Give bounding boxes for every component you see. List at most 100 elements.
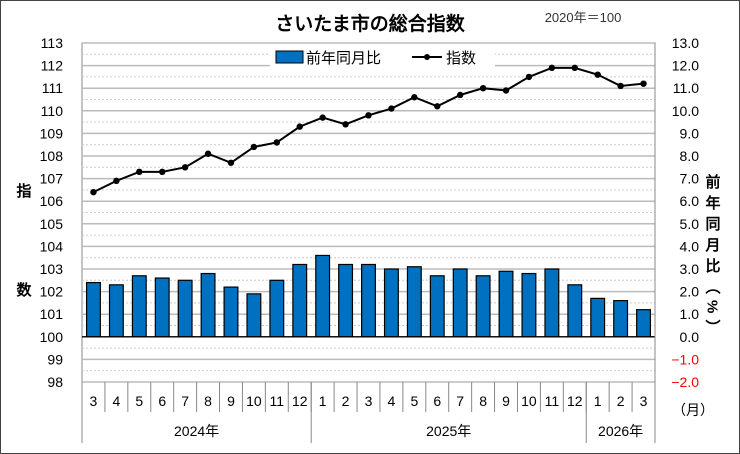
month-tick-label: 6 — [433, 393, 441, 409]
bar-yoy — [429, 275, 445, 338]
month-tick-label: 4 — [112, 393, 120, 409]
right-tick-label: 13.0 — [672, 35, 699, 51]
index-point — [159, 168, 166, 176]
index-point — [617, 82, 624, 90]
left-tick-label: 108 — [40, 148, 64, 164]
month-tick-label: 5 — [410, 393, 418, 409]
index-point — [479, 85, 487, 92]
index-point — [227, 159, 235, 166]
month-tick-label: 1 — [594, 393, 602, 409]
bar-yoy — [108, 284, 124, 338]
index-point — [204, 150, 212, 157]
month-tick-label: 5 — [135, 393, 143, 409]
month-tick-label: 6 — [158, 393, 166, 409]
bar-yoy — [452, 268, 468, 338]
month-tick-label: 11 — [270, 393, 285, 409]
index-point — [365, 112, 372, 119]
month-tick-label: 8 — [479, 393, 487, 409]
left-tick-label: 107 — [40, 171, 64, 187]
index-point — [319, 114, 326, 121]
bar-yoy — [246, 293, 262, 338]
month-tick-label: 10 — [246, 393, 262, 409]
legend-marker — [424, 54, 430, 60]
bar-yoy — [177, 279, 193, 338]
bar-yoy — [383, 268, 399, 338]
right-tick-label: 5.0 — [680, 216, 700, 232]
month-tick-label: 2 — [617, 393, 625, 409]
index-point — [250, 143, 258, 151]
index-point — [594, 71, 601, 78]
index-point — [113, 177, 120, 185]
right-tick-label: 4.0 — [680, 238, 700, 254]
left-tick-label: 106 — [40, 193, 64, 209]
index-point — [411, 94, 418, 101]
right-axis-label: 前年同月比（%） — [704, 173, 722, 340]
bar-yoy — [567, 284, 583, 338]
index-point — [388, 105, 395, 112]
chart-title: さいたま市の総合指数 — [275, 12, 465, 35]
month-tick-label: 2 — [342, 393, 350, 409]
left-tick-label: 105 — [40, 216, 64, 232]
bar-yoy — [475, 275, 491, 338]
month-tick-label: 3 — [365, 393, 373, 409]
right-tick-label: 10.0 — [672, 103, 699, 119]
left-tick-label: 113 — [41, 35, 64, 51]
index-point — [548, 64, 556, 72]
index-point — [640, 80, 647, 87]
bar-yoy — [590, 297, 606, 338]
x-unit-label: （月） — [672, 402, 714, 418]
legend-background — [270, 47, 495, 68]
index-point — [273, 139, 281, 146]
index-point — [571, 64, 578, 72]
bar-yoy — [85, 281, 101, 338]
month-tick-label: 4 — [388, 393, 396, 409]
bar-yoy — [131, 275, 147, 338]
left-tick-label: 99 — [47, 351, 63, 367]
left-tick-label: 110 — [41, 103, 64, 119]
bar-yoy — [200, 272, 216, 338]
bar-yoy — [154, 277, 170, 338]
index-point — [502, 87, 510, 94]
year-label: 2025年 — [426, 423, 471, 439]
index-point — [434, 103, 441, 110]
right-tick-label: −1.0 — [671, 351, 699, 367]
month-tick-label: 9 — [227, 393, 235, 409]
bar-yoy — [521, 272, 537, 338]
base-year-note: 2020年＝100 — [545, 10, 622, 25]
left-tick-label: 101 — [40, 306, 64, 322]
index-point — [525, 73, 533, 81]
index-point — [296, 123, 303, 130]
index-point — [181, 164, 189, 171]
left-tick-label: 102 — [40, 284, 64, 300]
left-axis-label-1: 指 — [16, 182, 31, 200]
right-tick-label: 2.0 — [680, 284, 700, 300]
month-tick-label: 7 — [181, 393, 189, 409]
month-tick-label: 3 — [90, 393, 98, 409]
month-tick-label: 1 — [319, 393, 327, 409]
bar-yoy — [292, 263, 308, 338]
right-tick-label: 9.0 — [680, 125, 700, 141]
legend: 前年同月比 指数 — [270, 47, 495, 68]
left-tick-label: 104 — [40, 238, 64, 254]
index-point — [342, 121, 349, 128]
right-tick-label: 3.0 — [680, 261, 700, 277]
bar-yoy — [406, 266, 422, 338]
month-tick-label: 7 — [456, 393, 464, 409]
index-point — [456, 91, 464, 99]
right-tick-label: 7.0 — [680, 171, 700, 187]
bar-yoy — [315, 254, 331, 338]
right-tick-label: 8.0 — [680, 148, 700, 164]
left-tick-label: 100 — [40, 329, 64, 345]
bar-yoy — [361, 263, 376, 338]
month-tick-label: 8 — [204, 393, 212, 409]
left-tick-label: 112 — [41, 58, 64, 74]
legend-label-line: 指数 — [446, 50, 476, 67]
bar-yoy — [338, 263, 354, 338]
bar-yoy — [223, 286, 239, 338]
month-tick-label: 10 — [521, 393, 537, 409]
left-tick-label: 109 — [40, 125, 64, 141]
right-tick-label: 11.0 — [673, 80, 699, 96]
index-point — [90, 188, 97, 196]
bar-yoy — [498, 270, 514, 338]
left-tick-label: 103 — [40, 261, 64, 277]
